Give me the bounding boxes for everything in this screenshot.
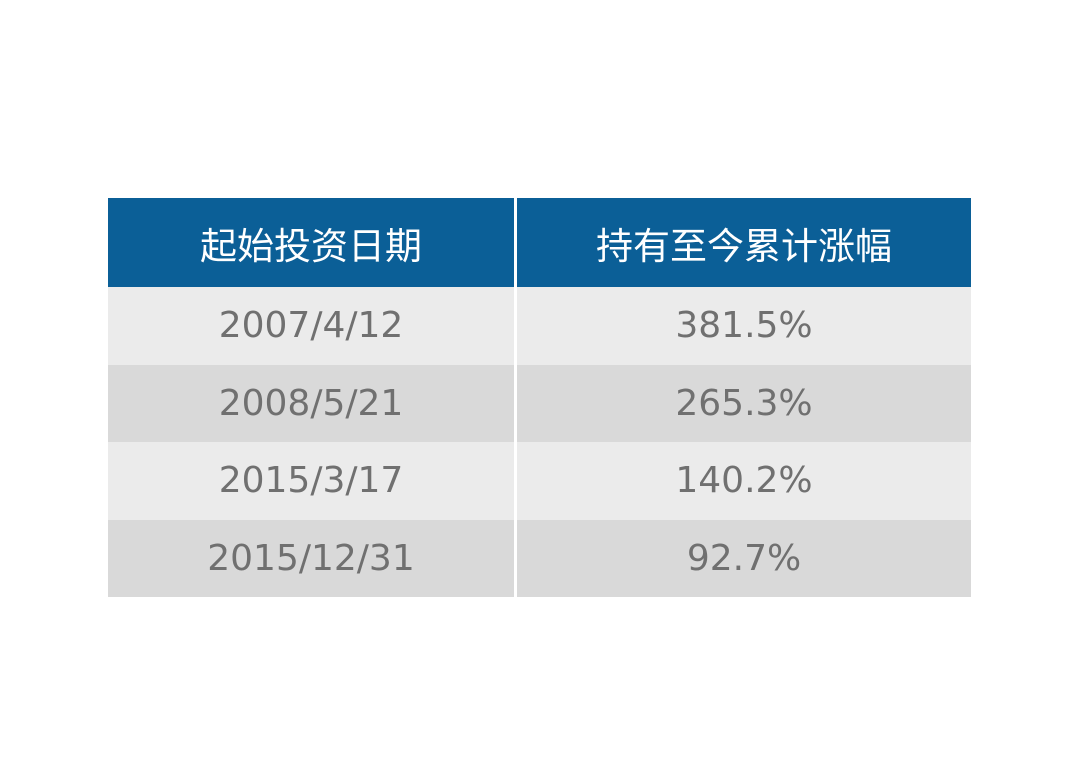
header-cell: 起始投资日期 xyxy=(108,198,514,287)
table-cell: 381.5% xyxy=(517,287,971,365)
table-cell: 2015/12/31 xyxy=(108,519,514,597)
table-cell: 2008/5/21 xyxy=(108,364,514,442)
table-cell: 265.3% xyxy=(517,364,971,442)
table: 起始投资日期 持有至今累计涨幅 2007/4/12 381.5% 2008/5/21… xyxy=(108,198,971,597)
table-cell: 140.2% xyxy=(517,442,971,520)
table-cell: 2015/3/17 xyxy=(108,442,514,520)
table-cell: 2007/4/12 xyxy=(108,287,514,365)
table-cell: 92.7% xyxy=(517,519,971,597)
header-cell: 持有至今累计涨幅 xyxy=(517,198,971,287)
